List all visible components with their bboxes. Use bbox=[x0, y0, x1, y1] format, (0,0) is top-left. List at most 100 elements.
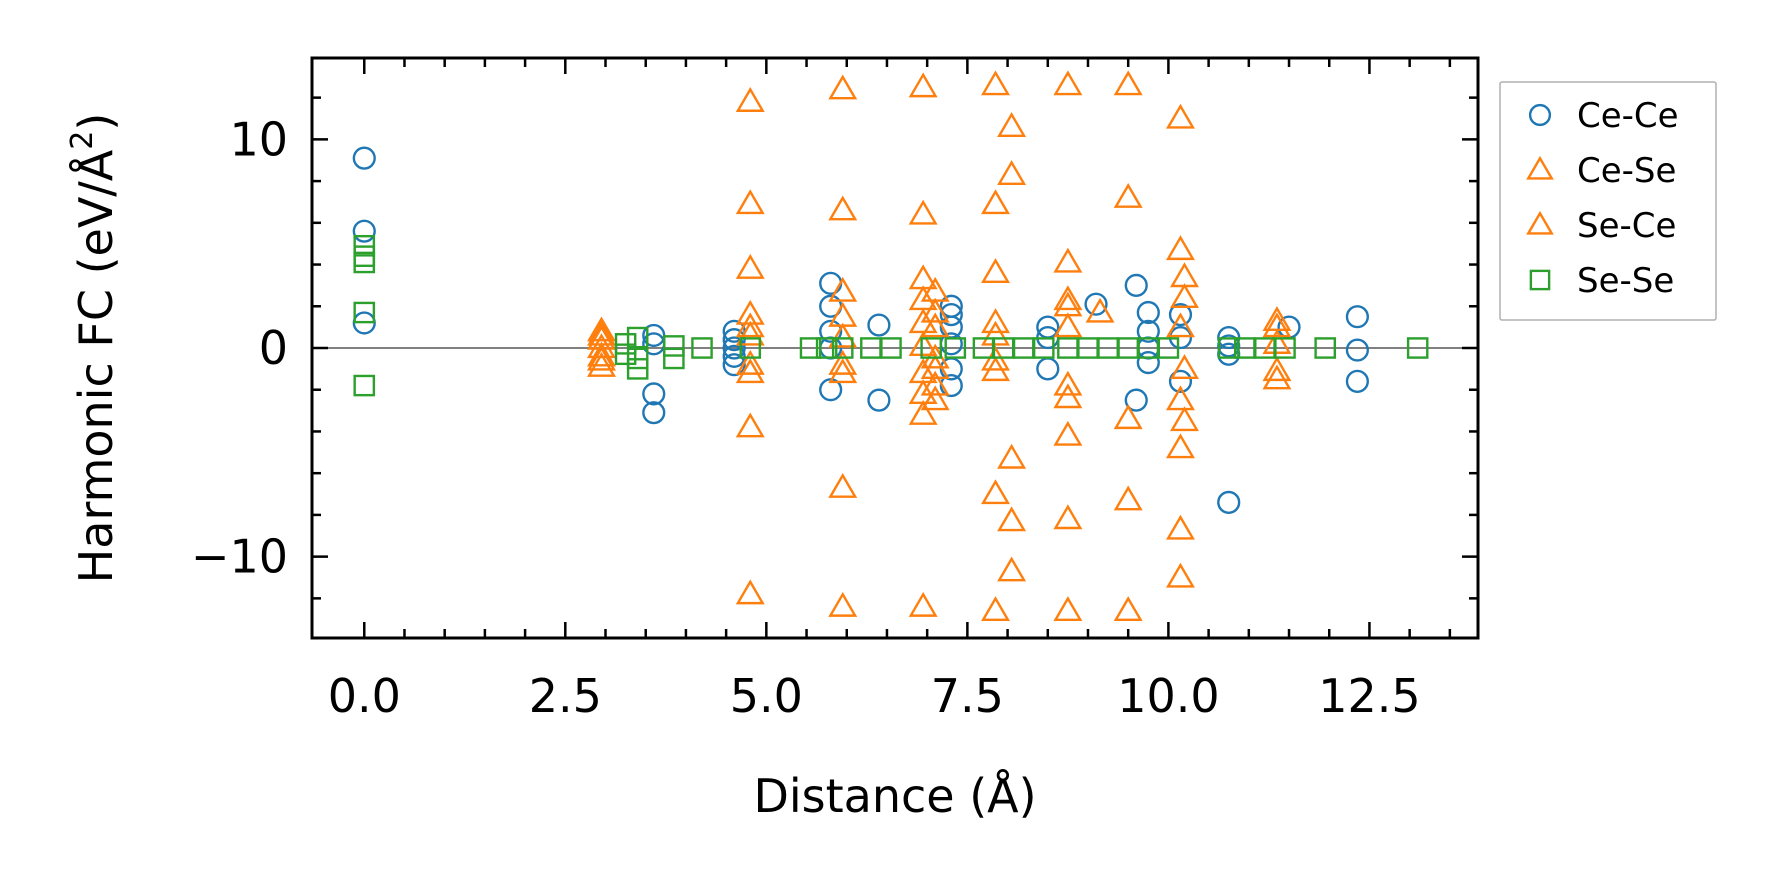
point-ce-se bbox=[1053, 420, 1083, 446]
point-se-ce bbox=[981, 320, 1011, 346]
point-ce-ce bbox=[1136, 351, 1160, 375]
point-ce-se bbox=[1165, 433, 1195, 459]
point-ce-ce bbox=[352, 146, 376, 170]
point-ce-se bbox=[1053, 285, 1083, 311]
point-ce-se bbox=[1165, 514, 1195, 540]
point-se-ce bbox=[920, 312, 950, 338]
point-se-ce bbox=[1170, 406, 1199, 432]
legend-label-ce-ce: Ce-Ce bbox=[1577, 96, 1679, 136]
point-ce-se bbox=[1053, 504, 1083, 530]
point-ce-se bbox=[1165, 235, 1195, 261]
point-se-se bbox=[353, 374, 376, 397]
point-ce-se bbox=[828, 195, 858, 221]
legend-marker-se-ce bbox=[1526, 210, 1554, 235]
point-ce-se bbox=[735, 412, 765, 438]
point-se-se bbox=[831, 337, 854, 359]
point-ce-se bbox=[828, 591, 858, 617]
point-ce-se bbox=[997, 443, 1027, 469]
point-ce-ce bbox=[722, 336, 746, 360]
point-se-ce bbox=[587, 345, 616, 371]
y-axis-label-main: Harmonic FC (eV/Å bbox=[69, 149, 123, 583]
point-ce-ce bbox=[1345, 369, 1369, 393]
point-ce-se bbox=[908, 331, 938, 357]
point-se-ce bbox=[1262, 312, 1292, 338]
point-ce-ce bbox=[867, 388, 891, 412]
point-se-ce bbox=[587, 320, 616, 346]
point-se-se bbox=[799, 337, 822, 359]
point-ce-ce bbox=[819, 319, 843, 343]
point-ce-ce bbox=[1217, 490, 1241, 514]
point-ce-se bbox=[1113, 485, 1143, 511]
point-se-ce bbox=[735, 312, 765, 338]
point-ce-se bbox=[828, 74, 858, 100]
point-ce-se bbox=[920, 385, 950, 411]
point-se-ce bbox=[1053, 383, 1083, 409]
point-se-ce bbox=[1170, 354, 1199, 379]
point-se-se bbox=[691, 337, 713, 359]
point-ce-se bbox=[1053, 596, 1083, 622]
point-se-se bbox=[739, 337, 762, 359]
point-ce-se bbox=[735, 320, 765, 346]
data-points bbox=[352, 70, 1429, 622]
point-se-se bbox=[1274, 337, 1296, 359]
point-ce-se bbox=[1113, 182, 1143, 208]
x-tick-label: 12.5 bbox=[1318, 669, 1420, 723]
point-ce-ce bbox=[939, 303, 963, 327]
point-ce-se bbox=[587, 333, 616, 359]
point-ce-se bbox=[1113, 596, 1143, 622]
point-ce-ce bbox=[1124, 273, 1148, 298]
point-se-se bbox=[1157, 337, 1180, 359]
x-tick-label: 7.5 bbox=[931, 669, 1004, 723]
y-tick-label: −10 bbox=[191, 530, 288, 584]
point-ce-se bbox=[908, 399, 938, 425]
y-tick-label: 0 bbox=[259, 321, 288, 375]
point-ce-se bbox=[1053, 247, 1083, 273]
point-ce-se bbox=[735, 358, 765, 384]
point-ce-se bbox=[920, 370, 950, 396]
y-axis-label: Harmonic FC (eV/Å2) bbox=[65, 113, 123, 584]
point-ce-se bbox=[735, 579, 765, 605]
point-ce-ce bbox=[642, 382, 666, 406]
point-se-se bbox=[663, 347, 685, 370]
point-ce-se bbox=[828, 322, 858, 348]
point-se-se bbox=[663, 335, 685, 357]
point-ce-ce bbox=[1084, 292, 1108, 316]
point-se-se bbox=[626, 358, 649, 380]
legend-marker-ce-se bbox=[1526, 155, 1554, 180]
point-ce-ce bbox=[1345, 305, 1369, 329]
point-ce-se bbox=[981, 308, 1011, 334]
point-ce-ce bbox=[867, 313, 891, 337]
point-ce-se bbox=[908, 199, 938, 225]
x-tick-label: 0.0 bbox=[328, 669, 401, 723]
x-tick-label: 2.5 bbox=[529, 669, 602, 723]
y-tick-label: 10 bbox=[229, 112, 288, 166]
x-tick-label: 5.0 bbox=[730, 669, 803, 723]
point-se-ce bbox=[1170, 283, 1199, 309]
y-axis-label-close: ) bbox=[69, 113, 123, 131]
series-se-ce bbox=[587, 262, 1292, 432]
point-ce-ce bbox=[1136, 300, 1160, 325]
point-ce-se bbox=[981, 70, 1011, 96]
point-se-se bbox=[1217, 337, 1240, 359]
point-ce-se bbox=[1262, 329, 1292, 354]
point-ce-se bbox=[587, 316, 616, 342]
point-ce-se bbox=[997, 160, 1027, 185]
point-ce-se bbox=[981, 258, 1011, 284]
point-ce-ce bbox=[1136, 319, 1160, 343]
point-ce-se bbox=[735, 87, 765, 112]
point-ce-ce bbox=[722, 328, 746, 352]
point-se-ce bbox=[828, 349, 858, 375]
point-ce-se bbox=[1053, 70, 1083, 96]
point-se-se bbox=[880, 337, 902, 359]
point-se-ce bbox=[735, 349, 765, 375]
point-ce-se bbox=[735, 189, 765, 215]
point-se-se bbox=[353, 251, 376, 274]
point-se-se bbox=[626, 326, 649, 349]
axis-ticks bbox=[312, 58, 1478, 638]
legend: Ce-Ce Ce-Se Se-Ce Se-Se bbox=[1499, 81, 1717, 321]
point-se-se bbox=[1032, 337, 1055, 359]
y-axis-label-superscript: 2 bbox=[65, 131, 100, 150]
point-ce-ce bbox=[642, 401, 666, 425]
point-ce-ce bbox=[1345, 338, 1369, 362]
